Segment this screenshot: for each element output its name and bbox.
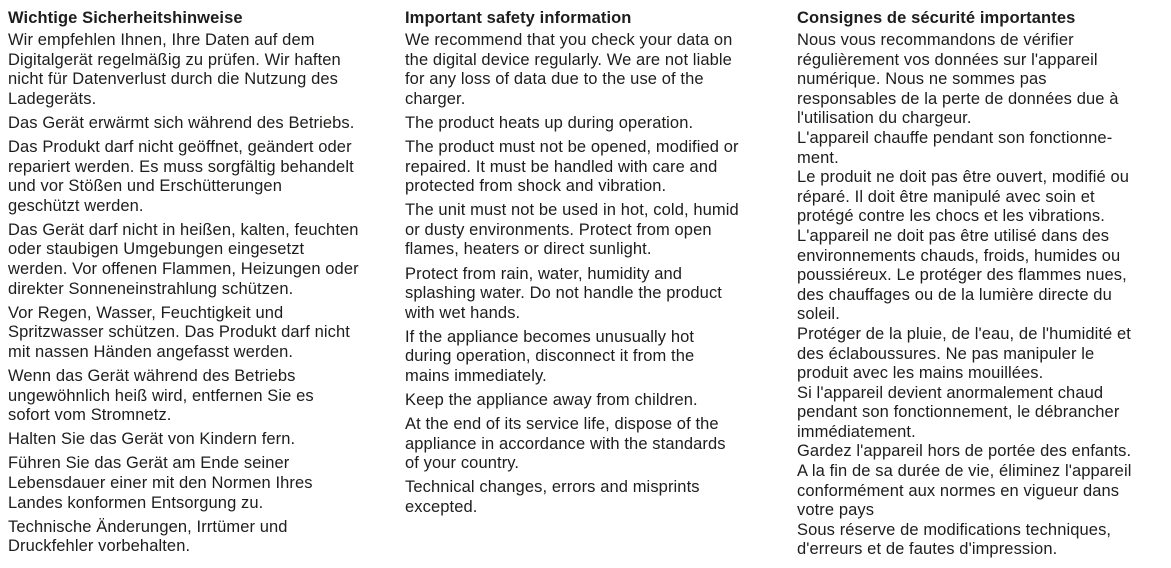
safety-paragraph: A la fin de sa durée de vie, éliminez l'… — [797, 462, 1132, 520]
safety-paragraph: Nous vous recommandons de vérifier régul… — [797, 31, 1119, 128]
safety-paragraph: Wir empfehlen Ihnen, Ihre Daten auf dem … — [8, 31, 341, 108]
safety-paragraph: At the end of its service life, dispose … — [405, 415, 726, 473]
column-body-german: Wir empfehlen Ihnen, Ihre Daten auf dem … — [8, 31, 405, 557]
safety-paragraph: Technische Änderungen, Irrtümer und Druc… — [8, 517, 288, 556]
safety-paragraph: Protéger de la pluie, de l'eau, de l'hum… — [797, 324, 1131, 383]
column-french: Consignes de sécurité importantes Nous v… — [797, 8, 1165, 561]
safety-paragraph: Das Produkt darf nicht geöffnet, geänder… — [8, 137, 354, 215]
safety-paragraph: Halten Sie das Gerät von Kindern fern. — [8, 430, 296, 449]
safety-paragraph: Technical changes, errors and misprints … — [405, 478, 700, 517]
safety-paragraph: Le produit ne doit pas être ouvert, modi… — [797, 168, 1130, 226]
safety-paragraph: We recommend that you check your data on… — [405, 31, 733, 108]
safety-paragraph: If the appliance becomes unusually hot d… — [405, 327, 695, 385]
safety-paragraph: Protect from rain, water, humidity and s… — [405, 264, 722, 322]
column-body-english: We recommend that you check your data on… — [405, 31, 797, 518]
safety-paragraph: L'appareil ne doit pas être utilisé dans… — [797, 226, 1127, 324]
heading-english: Important safety information — [405, 9, 632, 27]
safety-paragraph: Das Gerät darf nicht in heißen, kalten, … — [8, 220, 359, 298]
safety-paragraph: L'appareil chauffe pendant son fonctionn… — [797, 128, 1113, 167]
column-german: Wichtige Sicherheitshinweise Wir empfehl… — [8, 8, 405, 561]
heading-german: Wichtige Sicherheitshinweise — [8, 9, 243, 27]
safety-paragraph: Keep the appliance away from children. — [405, 391, 698, 410]
safety-paragraph: The product must not be opened, modified… — [405, 137, 739, 196]
safety-paragraph: Vor Regen, Wasser, Feuchtigkeit und Spri… — [8, 303, 350, 361]
safety-paragraph: The unit must not be used in hot, cold, … — [405, 201, 739, 259]
heading-french: Consignes de sécurité importantes — [797, 9, 1076, 27]
column-english: Important safety information We recommen… — [405, 8, 797, 561]
safety-paragraph: Führen Sie das Gerät am Ende seiner Lebe… — [8, 454, 313, 512]
safety-paragraph: Si l'appareil devient anormalement chaud… — [797, 383, 1120, 441]
safety-paragraph: Sous réserve de modifications techniques… — [797, 520, 1112, 559]
column-body-french: Nous vous recommandons de vérifier régul… — [797, 31, 1165, 560]
safety-paragraph: Wenn das Gerät während des Betriebs unge… — [8, 367, 314, 425]
safety-paragraph: The product heats up during operation. — [405, 113, 694, 132]
safety-paragraph: Gardez l'appareil hors de portée des enf… — [797, 442, 1132, 461]
safety-paragraph: Das Gerät erwärmt sich während des Betri… — [8, 113, 355, 132]
